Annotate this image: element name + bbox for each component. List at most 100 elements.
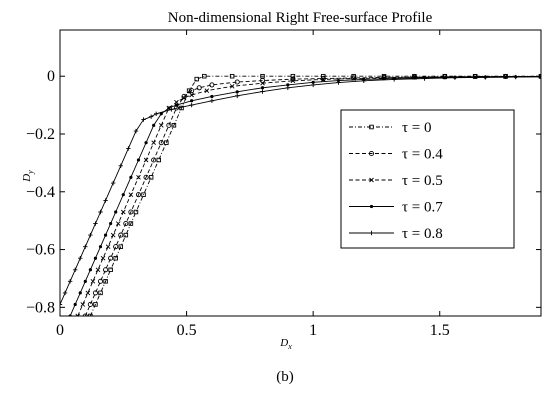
x-axis-label-sub: x [287, 342, 292, 351]
data-point [260, 89, 265, 94]
x-axis-label-main: D [279, 337, 288, 349]
legend-swatch-marker [369, 177, 374, 183]
data-point [60, 302, 63, 307]
data-point [88, 268, 92, 272]
data-point [202, 73, 207, 79]
data-point [320, 77, 326, 82]
data-point [118, 232, 124, 238]
data-point [105, 244, 111, 249]
data-point [73, 302, 77, 307]
data-point [209, 82, 215, 88]
data-point [90, 279, 96, 284]
data-point [92, 290, 98, 296]
y-tick-label: 0 [47, 68, 55, 85]
data-point [67, 279, 73, 284]
data-point [78, 256, 83, 261]
data-point [93, 256, 98, 260]
data-point [144, 141, 148, 145]
data-point [123, 221, 129, 227]
series-layer [60, 73, 541, 316]
data-point [391, 77, 397, 82]
y-tick-label: −0.4 [26, 184, 55, 201]
data-point [128, 192, 134, 197]
x-axis-label: Dx [279, 337, 292, 351]
data-point [321, 73, 326, 79]
data-point [115, 221, 121, 226]
data-point [126, 146, 131, 151]
data-point [189, 88, 195, 94]
data-point [120, 209, 126, 215]
data-point [110, 232, 116, 238]
data-point [103, 267, 109, 273]
data-point [166, 122, 172, 128]
data-point [181, 93, 187, 99]
data-point [113, 244, 119, 250]
data-point [196, 85, 202, 91]
data-point [128, 209, 134, 215]
data-point [143, 174, 149, 180]
data-point [88, 232, 93, 238]
data-point [209, 98, 215, 103]
data-point [100, 255, 106, 261]
data-point [98, 209, 103, 215]
data-point [285, 85, 291, 90]
data-point [98, 245, 103, 249]
data-point [141, 117, 146, 122]
data-point [103, 198, 108, 203]
data-point [260, 86, 265, 90]
data-point [194, 76, 199, 82]
data-point [260, 80, 265, 86]
data-point [181, 95, 187, 101]
x-tick-label: 1 [309, 322, 317, 339]
data-point [88, 313, 93, 316]
data-point [171, 123, 177, 128]
data-point [204, 88, 210, 93]
data-point [290, 78, 296, 84]
data-point [148, 114, 154, 119]
data-point [164, 140, 169, 145]
legend-label: τ = 0.4 [402, 147, 443, 163]
legend-entries: τ = 0 τ = 0.4 τ = 0.5 τ = 0.7 τ = 0.8 [349, 120, 443, 242]
data-point [93, 221, 98, 226]
data-point [136, 175, 141, 180]
series-4 [60, 74, 541, 307]
data-point [513, 74, 518, 80]
data-point [103, 279, 108, 284]
data-point [148, 175, 154, 180]
data-point [156, 157, 161, 163]
x-tick-label: 1.5 [430, 322, 450, 339]
data-point [80, 302, 86, 307]
data-point [286, 83, 290, 87]
data-point [143, 157, 149, 163]
data-point [167, 106, 171, 110]
y-tick-label: −0.2 [26, 126, 55, 143]
legend-label: τ = 0.5 [402, 173, 443, 189]
data-point [72, 267, 78, 272]
data-point [114, 210, 118, 214]
data-point [93, 302, 98, 307]
figure-caption: (b) [276, 369, 294, 385]
data-point [158, 140, 164, 146]
legend-box [340, 109, 515, 249]
data-point [189, 102, 194, 108]
data-point [174, 99, 179, 105]
data-point [422, 76, 427, 81]
data-point [83, 279, 87, 283]
data-point [128, 221, 134, 226]
x-tick-label: 0.5 [177, 322, 197, 339]
data-point [452, 75, 458, 80]
data-point [311, 80, 315, 84]
data-point [135, 192, 142, 198]
data-point [109, 221, 113, 226]
data-point [133, 209, 139, 215]
x-tick-label: 0 [56, 322, 64, 339]
data-point [129, 175, 133, 179]
legend-label: τ = 0.7 [402, 200, 443, 216]
data-point [152, 123, 156, 127]
data-point [103, 233, 108, 237]
data-point [113, 255, 118, 261]
data-point [141, 192, 146, 197]
data-point [361, 78, 366, 84]
legend: τ = 0 τ = 0.4 τ = 0.5 τ = 0.7 τ = 0.8 [340, 109, 515, 249]
y-axis-label-main: D [21, 174, 33, 183]
